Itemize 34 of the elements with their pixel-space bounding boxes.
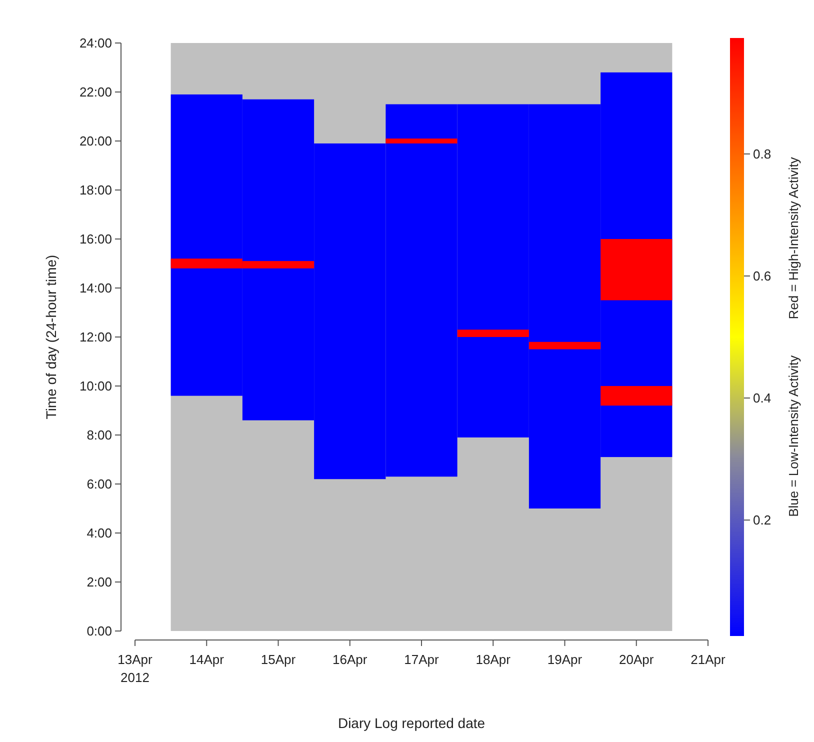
color-bar-label: 0.8 bbox=[753, 146, 772, 162]
x-tick-label: 19Apr bbox=[547, 652, 583, 667]
x-tick-label: 14Apr bbox=[189, 652, 225, 667]
y-tick-label: 0:00 bbox=[86, 624, 112, 639]
y-tick-label: 24:00 bbox=[79, 36, 112, 51]
color-bar-label: 0.4 bbox=[753, 390, 772, 406]
x-tick-label: 18Apr bbox=[476, 652, 512, 667]
bar bbox=[528, 342, 601, 350]
y-tick-label: 18:00 bbox=[79, 182, 112, 198]
y-tick-label: 6:00 bbox=[86, 476, 112, 492]
x-tick-label: 20Apr bbox=[619, 652, 654, 667]
y-tick-label: 22:00 bbox=[79, 84, 112, 100]
x-tick-label: 15Apr bbox=[260, 652, 296, 667]
y-tick-label: 20:00 bbox=[79, 134, 112, 149]
x-tick-label: 16Apr bbox=[332, 652, 368, 667]
y-tick-label: 12:00 bbox=[79, 330, 112, 345]
y-tick-label: 14:00 bbox=[79, 280, 112, 296]
y-tick-label: 4:00 bbox=[86, 526, 112, 541]
bar bbox=[600, 386, 672, 406]
y-tick-label: 2:00 bbox=[86, 574, 112, 590]
y-tick-label: 10:00 bbox=[79, 378, 112, 394]
x-tick-label: 17Apr bbox=[404, 652, 440, 667]
bar bbox=[386, 138, 458, 144]
x-tick-label: 21Apr bbox=[690, 652, 726, 667]
y-tick-label: 8:00 bbox=[86, 428, 112, 443]
color-bar-label: 0.2 bbox=[753, 512, 772, 528]
bar bbox=[457, 330, 529, 337]
x-axis-title: Diary Log reported date bbox=[338, 715, 486, 731]
y-tick-label: 16:00 bbox=[79, 232, 112, 247]
x-tick-label: 13Apr 2012 bbox=[118, 652, 154, 685]
y-axis-title: Time of day (24-hour time) bbox=[43, 254, 59, 420]
color-bar-title: Blue = Low-Intensity Activity Red = High-Intensity Activity bbox=[786, 156, 801, 517]
bar bbox=[600, 239, 672, 300]
color-bar-label: 0.6 bbox=[753, 268, 772, 284]
